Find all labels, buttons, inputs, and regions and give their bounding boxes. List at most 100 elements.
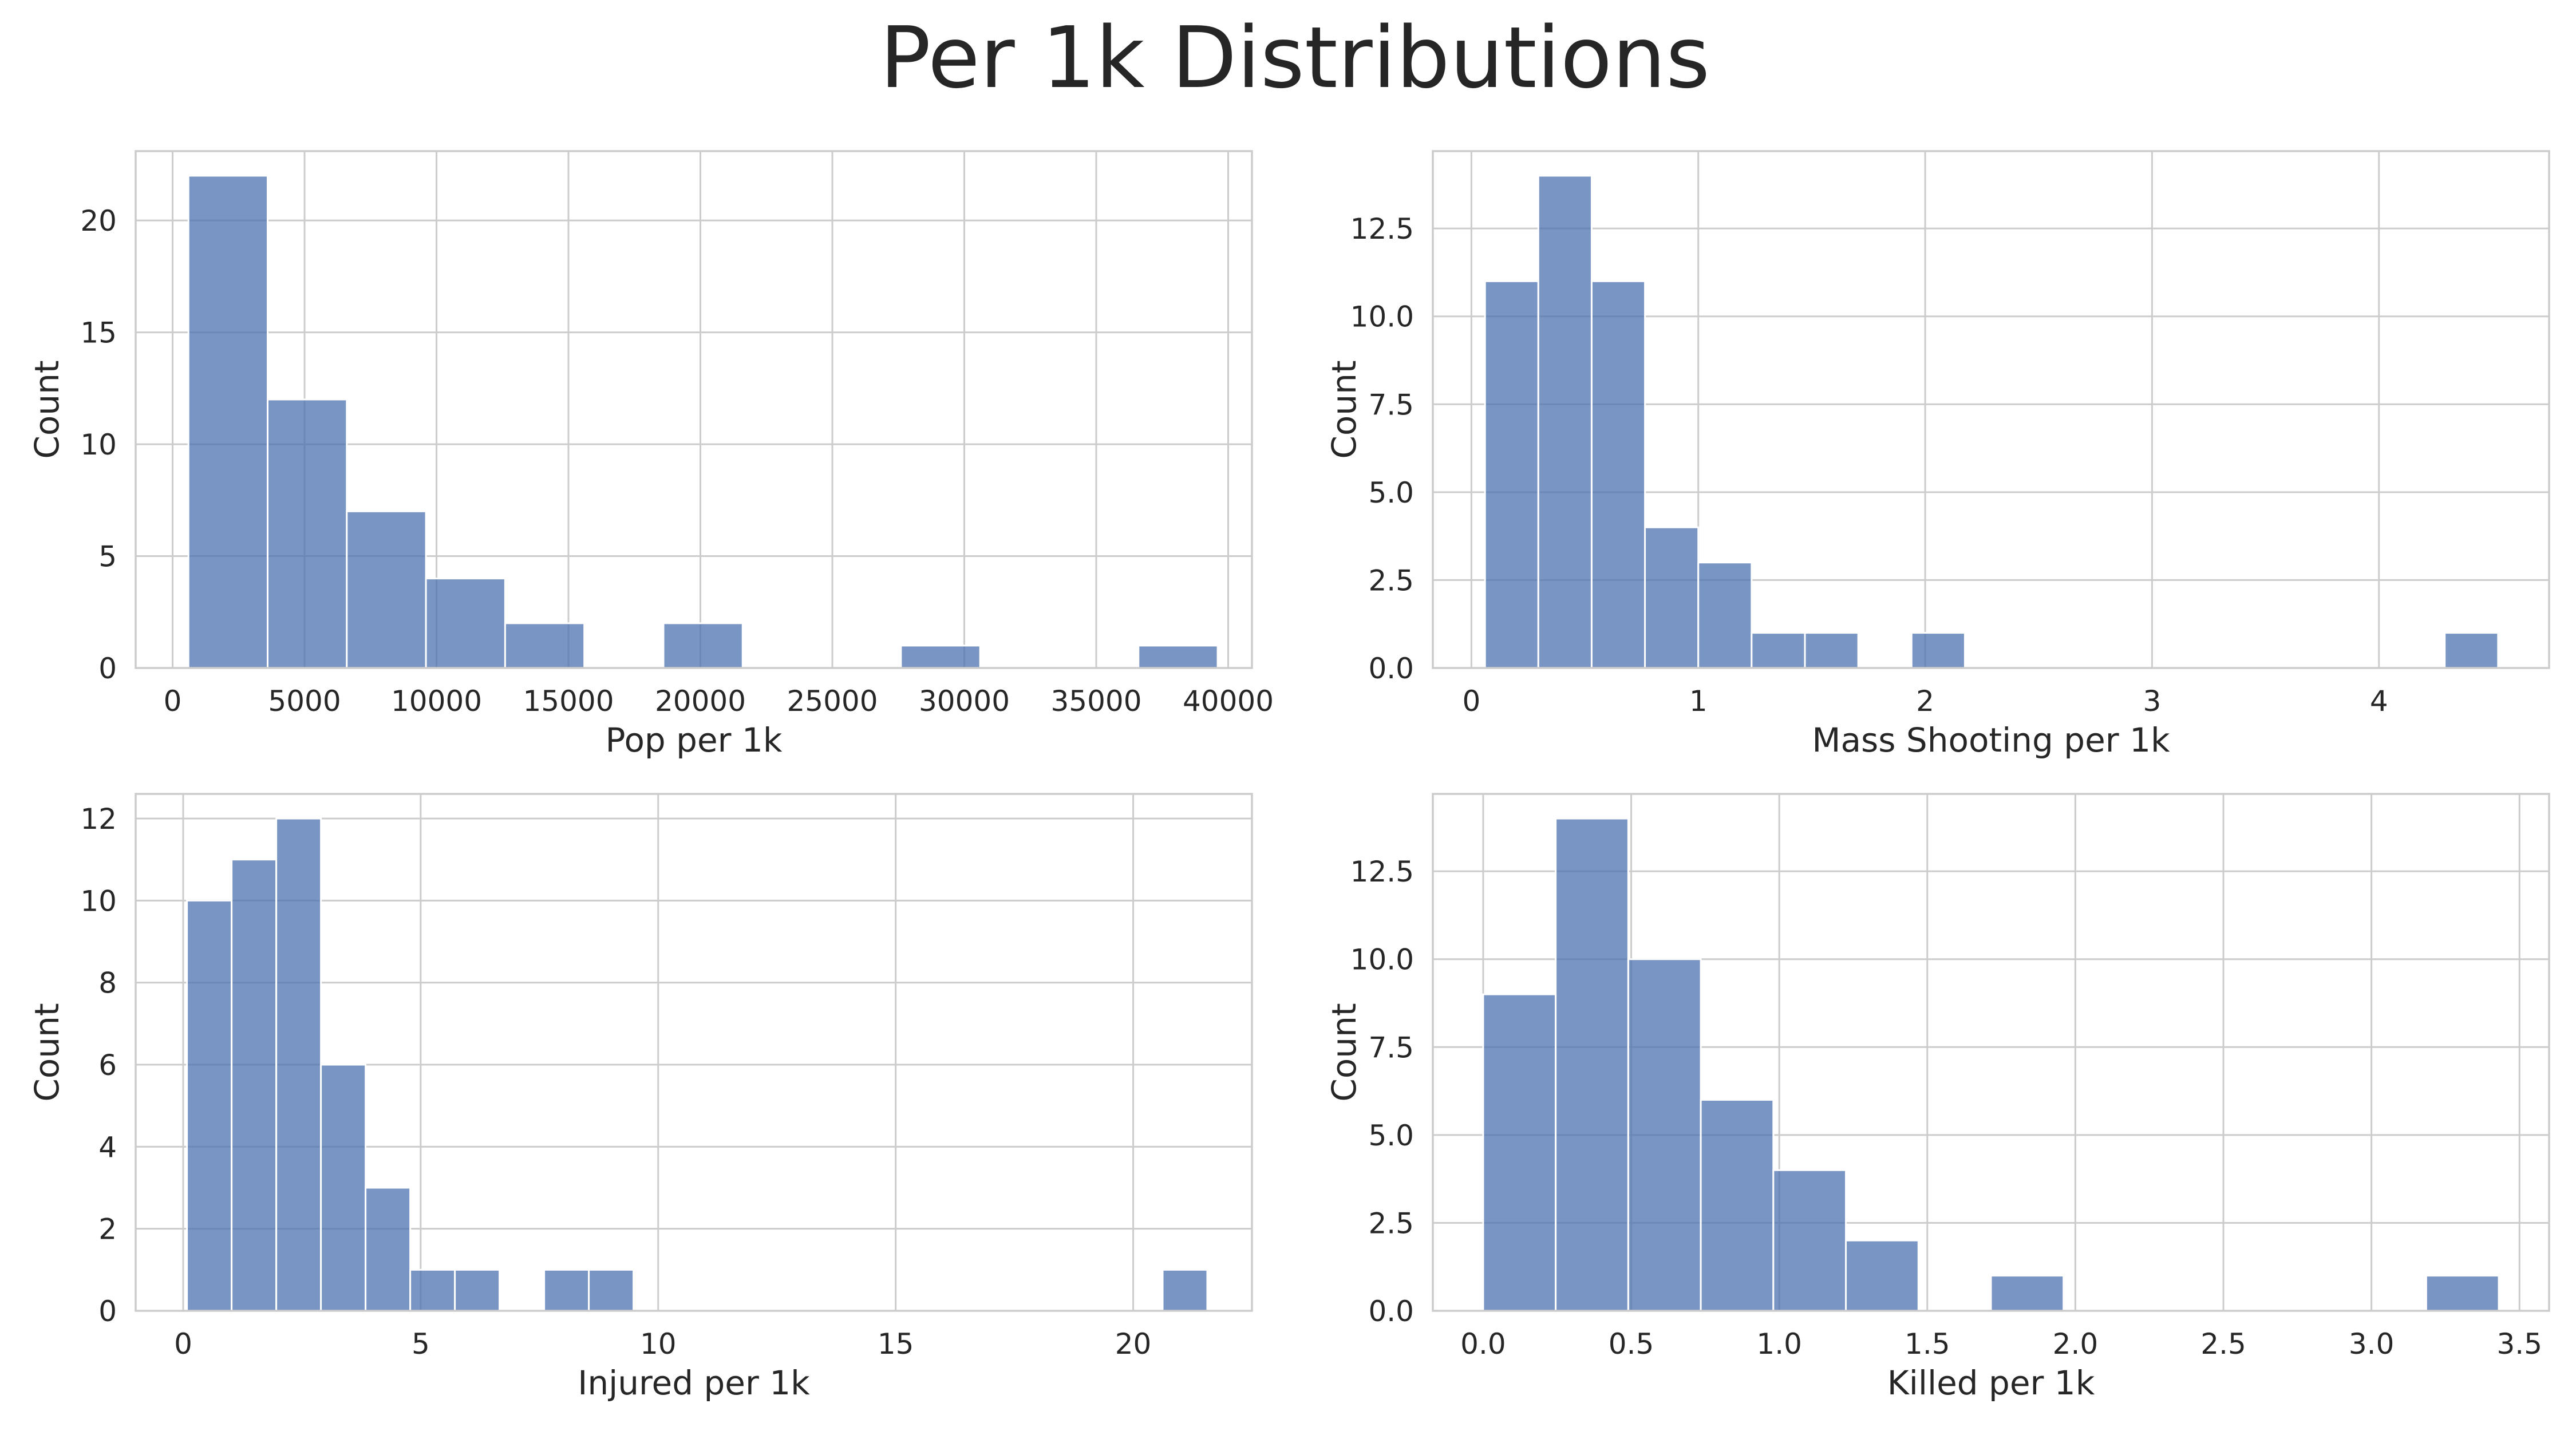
histogram-bar (504, 622, 586, 669)
y-tick-label: 10 (80, 884, 117, 918)
y-axis-label: Count (1325, 360, 1364, 458)
histogram-bar (1910, 632, 1966, 669)
x-tick-label: 3.5 (2497, 1327, 2543, 1361)
histogram-bar (1990, 1275, 2065, 1312)
axes-frame (1432, 150, 2550, 669)
axes-frame (135, 150, 1253, 669)
x-tick-label: 10 (640, 1327, 677, 1361)
x-tick-label: 1.0 (1756, 1327, 1802, 1361)
y-tick-label: 7.5 (1368, 388, 1414, 421)
histogram-bar (275, 817, 322, 1312)
x-tick-label: 0.5 (1609, 1327, 1654, 1361)
x-tick-label: 2.0 (2053, 1327, 2099, 1361)
x-axis-label: Pop per 1k (606, 721, 783, 760)
y-tick-label: 10.0 (1350, 943, 1414, 977)
histogram-bar (1804, 632, 1859, 669)
histogram-bar (266, 398, 348, 669)
x-tick-label: 15000 (523, 685, 614, 718)
y-tick-label: 20 (80, 204, 117, 238)
y-tick-label: 0 (98, 1295, 117, 1328)
x-tick-label: 0 (1462, 685, 1480, 718)
histogram-bar (320, 1064, 367, 1312)
histogram-bar (425, 578, 506, 669)
axes-frame (135, 793, 1253, 1312)
y-tick-label: 0.0 (1368, 1295, 1414, 1328)
x-tick-label: 20000 (655, 685, 746, 718)
y-axis-label: Count (1325, 1003, 1364, 1101)
histogram-bar (2425, 1275, 2500, 1312)
histogram-bar (2444, 632, 2499, 669)
x-tick-label: 3 (2143, 685, 2161, 718)
x-tick-label: 2 (1916, 685, 1934, 718)
histogram-bar (1161, 1268, 1208, 1312)
x-tick-label: 20 (1115, 1327, 1152, 1361)
histogram-bar (365, 1187, 412, 1312)
y-tick-label: 0 (98, 652, 117, 685)
y-tick-label: 10 (80, 428, 117, 461)
y-tick-label: 2.5 (1368, 1207, 1414, 1240)
y-tick-label: 5.0 (1368, 1119, 1414, 1152)
subplot-mass-shooting-per-1k: 0 1 2 3 4 0.0 2.5 5.0 7.5 10.0 12.5 Mass Shooting p… (1325, 150, 2550, 760)
x-tick-label: 5 (412, 1327, 430, 1361)
histogram-bar (1627, 958, 1702, 1312)
histogram-bar (900, 645, 981, 669)
y-axis-label: Count (27, 360, 66, 458)
subplot-grid: 0 5000 10000 15000 20000 25000 30000 35000 4 0 0 0 0… (27, 150, 2550, 1402)
x-axis-label: Mass Shooting per 1k (1812, 721, 2170, 760)
histogram-bar (186, 899, 233, 1312)
histogram-bar (1700, 1098, 1775, 1312)
histogram-bar (409, 1268, 456, 1312)
histogram-bar (1590, 280, 1646, 669)
histogram-bar (1845, 1239, 1919, 1312)
subplot-injured-per-1k: 0 5 10 15 20 0 2 4 6 8 10 12 Injured per 1k Count (27, 793, 1253, 1402)
subplot-killed-per-1k: 0.0 0.5 1.0 1.5 2.0 2.5 3.0 3.5 0.0 2.5 5.0 7.5 10.0… (1325, 793, 2550, 1402)
y-tick-label: 2.5 (1368, 564, 1414, 597)
x-tick-label: 1.5 (1905, 1327, 1950, 1361)
histogram-bar (1484, 280, 1539, 669)
histogram-bar (346, 510, 427, 669)
x-tick-label: 15 (878, 1327, 914, 1361)
y-axis-label: Count (27, 1003, 66, 1101)
x-tick-label: 25000 (787, 685, 878, 718)
histogram-bar (1644, 526, 1700, 669)
figure-title: Per 1k Distributions (880, 9, 1710, 107)
histogram-bar (1482, 993, 1557, 1312)
histogram-bar (1537, 175, 1593, 669)
y-tick-label: 6 (98, 1049, 117, 1082)
histogram-bar (1137, 645, 1219, 669)
y-tick-label: 7.5 (1368, 1031, 1414, 1064)
y-tick-label: 2 (98, 1213, 117, 1246)
histogram-bar (1697, 562, 1753, 669)
histogram-bar (1751, 632, 1806, 669)
y-tick-label: 12 (80, 803, 117, 836)
x-tick-label: 0.0 (1460, 1327, 1506, 1361)
x-tick-label: 0 (164, 685, 182, 718)
histogram-bar (231, 859, 278, 1312)
y-tick-label: 12.5 (1350, 855, 1414, 888)
y-tick-label: 5 (98, 540, 117, 574)
subplot-pop-per-1k: 0 5000 10000 15000 20000 25000 30000 35000 40000… (27, 150, 1274, 760)
x-tick-label: 0 (174, 1327, 192, 1361)
x-tick-label: 35000 (1050, 685, 1141, 718)
x-axis-label: Injured per 1k (578, 1363, 810, 1402)
histogram-bar (588, 1268, 635, 1312)
y-tick-label: 12.5 (1350, 212, 1414, 246)
x-tick-label: 2.5 (2200, 1327, 2246, 1361)
y-tick-label: 0.0 (1368, 652, 1414, 685)
x-tick-label: 3.0 (2349, 1327, 2395, 1361)
axes-frame (1432, 793, 2550, 1312)
y-tick-label: 15 (80, 317, 117, 350)
x-tick-label: 10000 (391, 685, 482, 718)
x-tick-label: 4 (2370, 685, 2388, 718)
y-tick-label: 10.0 (1350, 301, 1414, 334)
x-tick-label: 5000 (268, 685, 341, 718)
y-tick-label: 5.0 (1368, 476, 1414, 509)
histogram-bar (1772, 1169, 1847, 1312)
x-axis-label: Killed per 1k (1887, 1363, 2095, 1402)
y-tick-label: 4 (98, 1130, 117, 1164)
x-tick-label: 30000 (919, 685, 1010, 718)
histogram-bar (662, 622, 744, 669)
histogram-bar (454, 1268, 501, 1312)
histogram-bar (187, 175, 268, 669)
